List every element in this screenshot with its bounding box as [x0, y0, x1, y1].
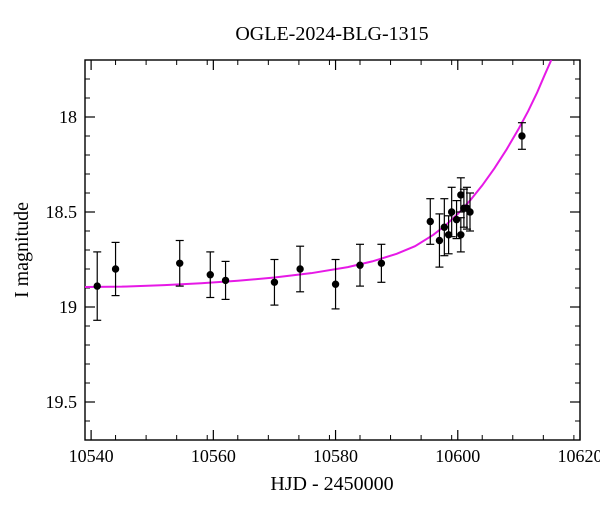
data-point	[222, 277, 228, 283]
data-point	[357, 262, 363, 268]
tick-label: 18.5	[46, 202, 78, 222]
tick-label: 10540	[69, 446, 114, 466]
error-bars	[93, 123, 526, 321]
x-axis-label: HJD - 2450000	[270, 473, 393, 495]
data-point	[448, 209, 454, 215]
data-point	[436, 237, 442, 243]
tick-label: 10600	[435, 446, 480, 466]
data-point	[378, 260, 384, 266]
tick-label: 10580	[313, 446, 358, 466]
data-point	[445, 232, 451, 238]
tick-label: 10560	[191, 446, 236, 466]
data-point	[458, 192, 464, 198]
data-point	[112, 266, 118, 272]
axis-ticks	[85, 60, 580, 440]
chart-container: OGLE-2024-BLG-1315 I magnitude HJD - 245…	[0, 0, 600, 512]
data-point	[467, 209, 473, 215]
y-axis-label: I magnitude	[11, 202, 33, 298]
tick-label: 18	[59, 107, 77, 127]
data-point	[94, 283, 100, 289]
chart-svg: OGLE-2024-BLG-1315 I magnitude HJD - 245…	[0, 0, 600, 512]
model-curve	[85, 60, 551, 287]
data-point	[297, 266, 303, 272]
plot-frame	[85, 60, 580, 440]
data-point	[427, 218, 433, 224]
data-point	[271, 279, 277, 285]
tick-label: 10620	[558, 446, 600, 466]
data-point	[458, 232, 464, 238]
data-point	[177, 260, 183, 266]
tick-label: 19.5	[46, 392, 78, 412]
tick-label: 19	[59, 297, 77, 317]
chart-title: OGLE-2024-BLG-1315	[235, 23, 428, 45]
data-point	[207, 272, 213, 278]
data-point	[519, 133, 525, 139]
data-point	[332, 281, 338, 287]
data-point	[453, 216, 459, 222]
data-point	[441, 224, 447, 230]
